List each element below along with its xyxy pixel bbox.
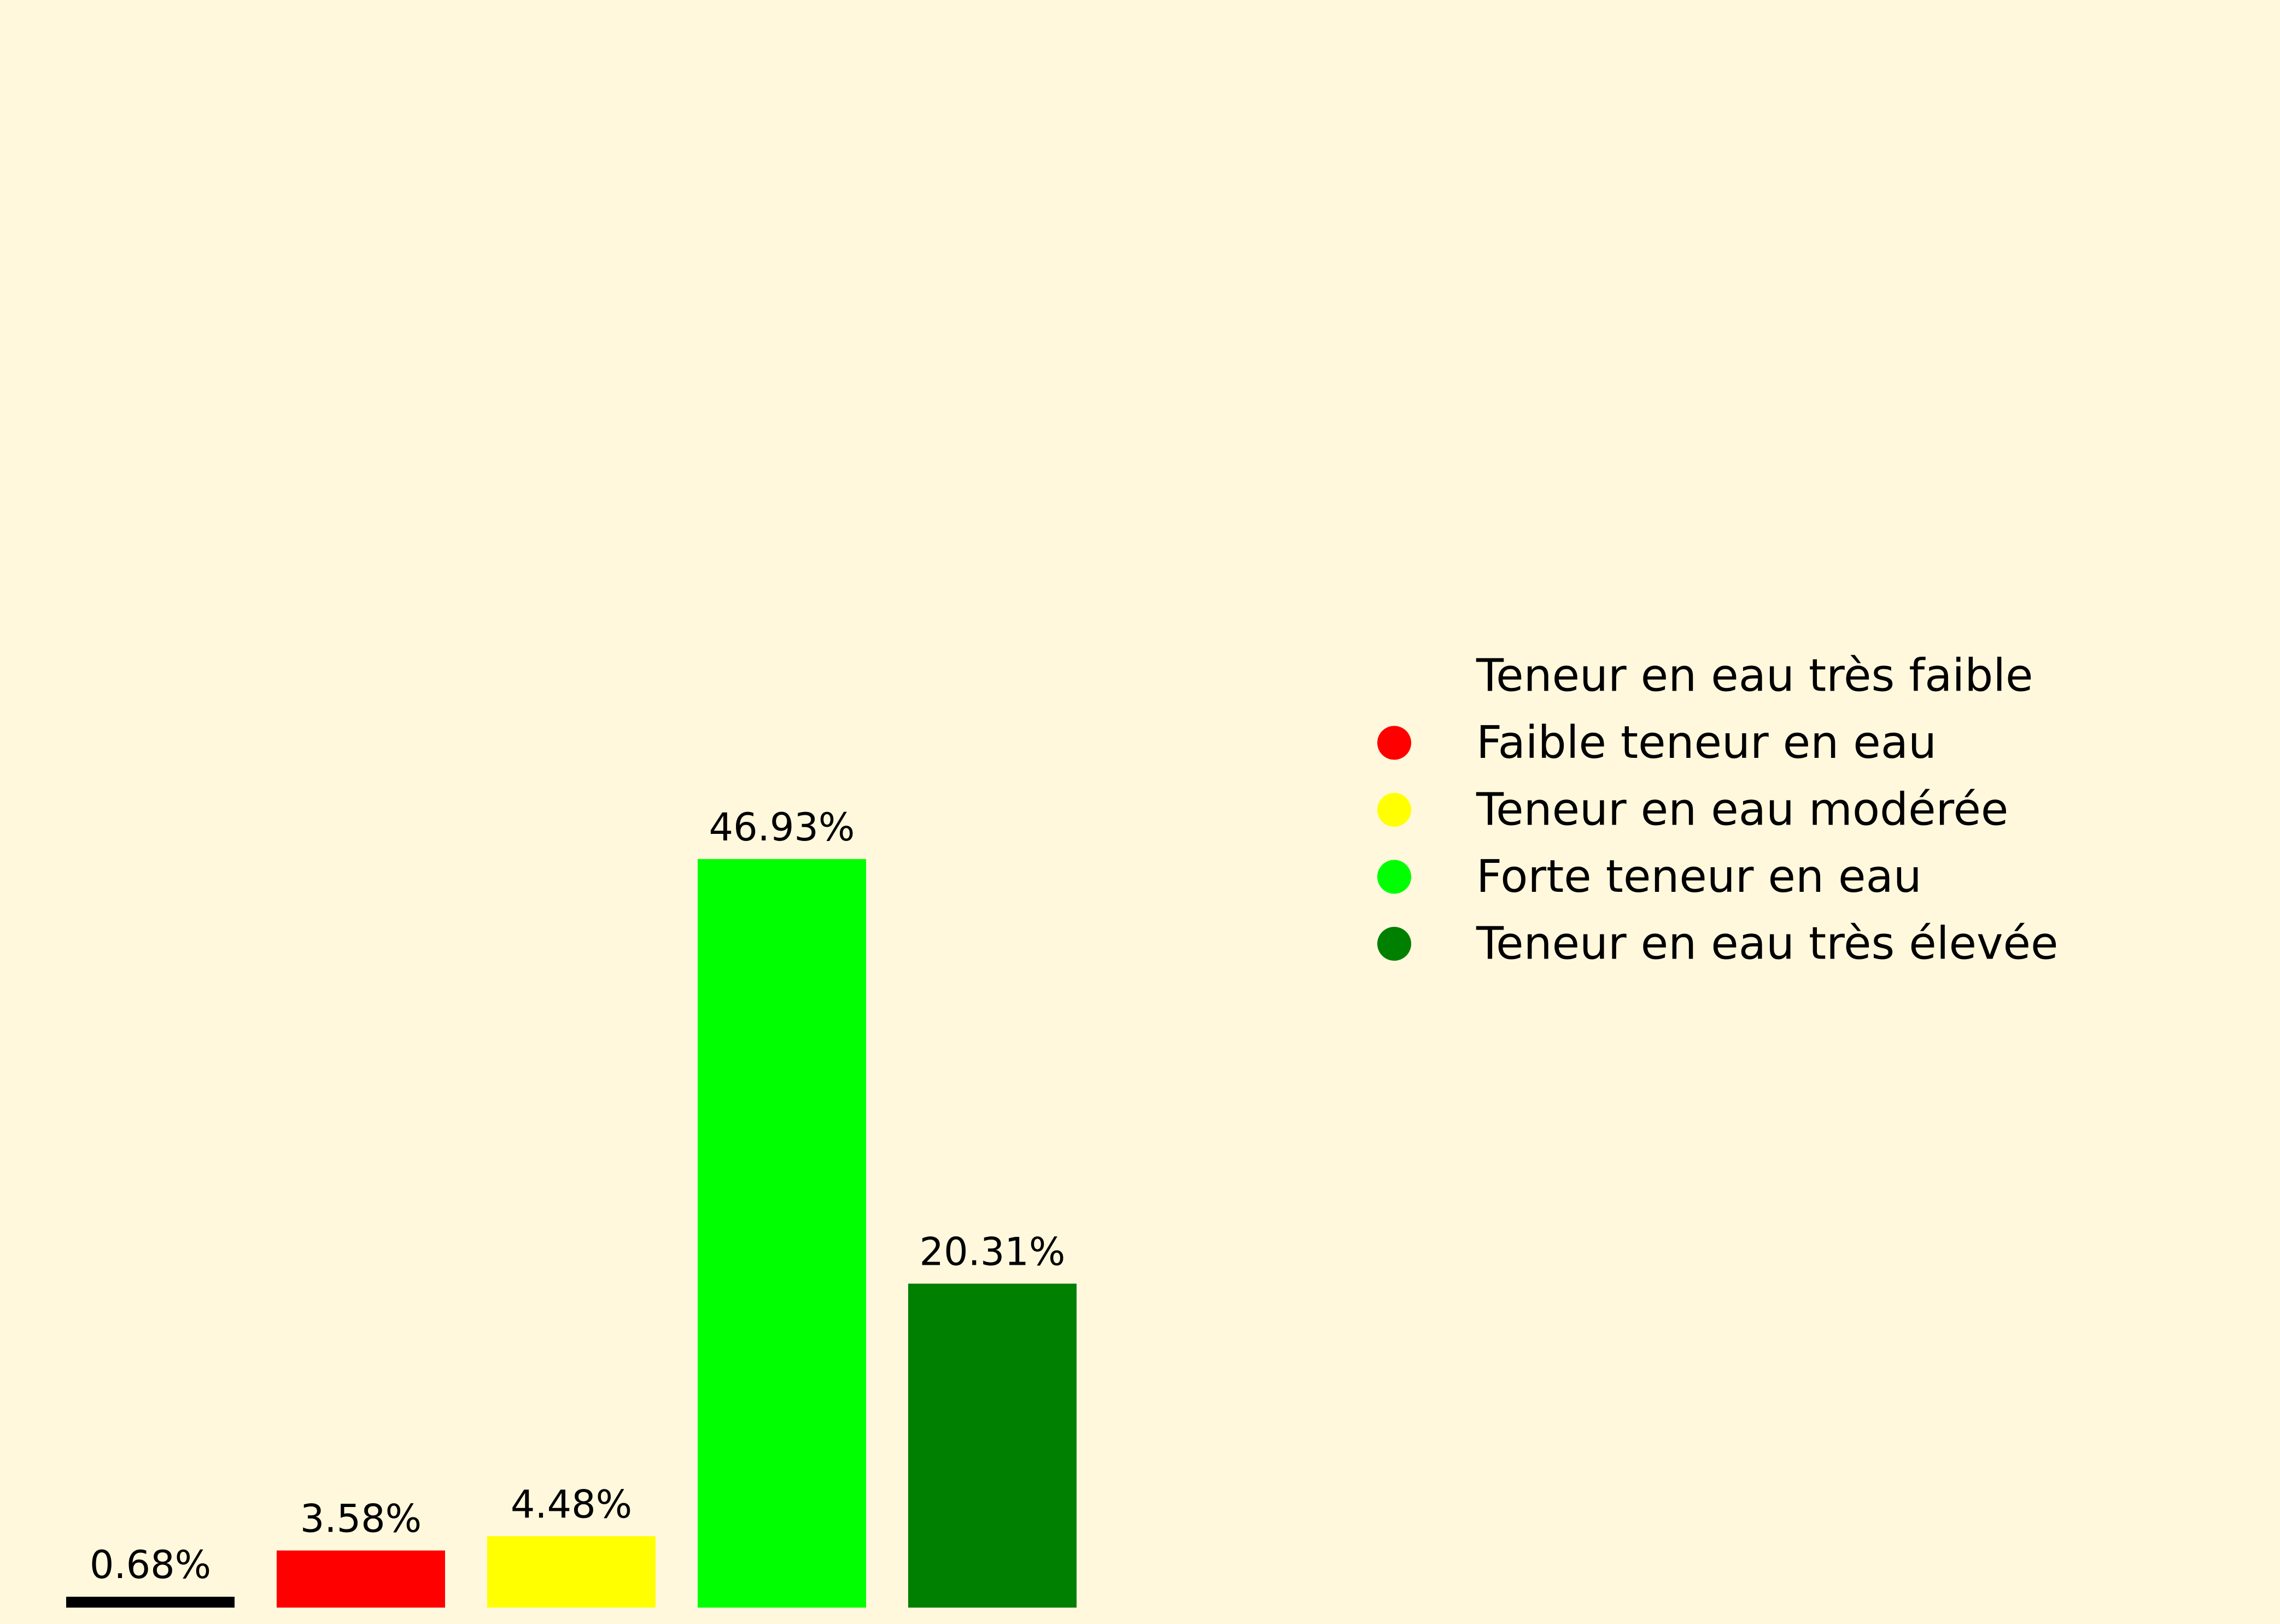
bar-teneur-en-eau-tres-elevee — [908, 1283, 1077, 1608]
data-label-teneur-en-eau-tres-faible: 0.68% — [90, 1543, 211, 1587]
legend-label-teneur-en-eau-tres-faible: Teneur en eau très faible — [1476, 650, 2033, 702]
legend: Teneur en eau très faible Faible teneur e… — [1377, 650, 2058, 970]
legend-marker-teneur-en-eau-moderee — [1377, 793, 1411, 827]
bar-forte-teneur-en-eau — [698, 859, 866, 1608]
bar-teneur-en-eau-moderee — [487, 1536, 656, 1608]
data-label-teneur-en-eau-tres-elevee: 20.31% — [920, 1230, 1066, 1275]
legend-label-teneur-en-eau-tres-elevee: Teneur en eau très élevée — [1476, 918, 2058, 970]
legend-marker-teneur-en-eau-tres-faible — [1377, 659, 1411, 693]
data-label-teneur-en-eau-moderee: 4.48% — [511, 1482, 632, 1527]
legend-label-faible-teneur-en-eau: Faible teneur en eau — [1476, 717, 1937, 769]
legend-item-teneur-en-eau-tres-elevee: Teneur en eau très élevée — [1377, 918, 2058, 970]
bar-faible-teneur-en-eau — [277, 1550, 445, 1608]
legend-marker-forte-teneur-en-eau — [1377, 860, 1411, 894]
legend-item-forte-teneur-en-eau: Forte teneur en eau — [1377, 851, 1922, 903]
data-label-faible-teneur-en-eau: 3.58% — [300, 1497, 422, 1541]
legend-item-teneur-en-eau-tres-faible: Teneur en eau très faible — [1377, 650, 2033, 702]
bar-teneur-en-eau-tres-faible — [66, 1597, 235, 1608]
legend-marker-faible-teneur-en-eau — [1377, 726, 1411, 760]
legend-item-teneur-en-eau-moderee: Teneur en eau modérée — [1377, 784, 2008, 836]
legend-marker-teneur-en-eau-tres-elevee — [1377, 927, 1411, 961]
data-labels-group: 0.68% 3.58% 4.48% 46.93% 20.31% — [90, 805, 1066, 1587]
legend-label-forte-teneur-en-eau: Forte teneur en eau — [1476, 851, 1922, 903]
legend-item-faible-teneur-en-eau: Faible teneur en eau — [1377, 717, 1937, 769]
bars-group — [66, 859, 1077, 1608]
data-label-forte-teneur-en-eau: 46.93% — [709, 805, 855, 850]
legend-label-teneur-en-eau-moderee: Teneur en eau modérée — [1476, 784, 2008, 836]
